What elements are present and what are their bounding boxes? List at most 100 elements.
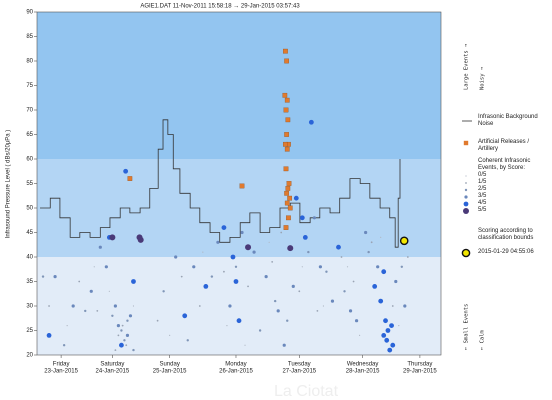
y-tick-label: 25 xyxy=(26,328,33,334)
event-dot xyxy=(210,275,214,278)
legend-marker xyxy=(463,201,469,207)
release-marker xyxy=(285,186,291,191)
side-label: Large Events → xyxy=(464,43,470,90)
event-dot xyxy=(383,318,388,324)
event-dot xyxy=(381,333,387,338)
event-dot xyxy=(162,290,165,293)
event-dot xyxy=(123,168,129,174)
event-dot xyxy=(391,305,394,307)
event-dot xyxy=(318,265,323,269)
x-tick-date: 26-Jan-2015 xyxy=(219,369,253,375)
side-label: ← Calm xyxy=(480,329,486,350)
release-marker xyxy=(287,195,293,201)
event-dot xyxy=(221,225,227,231)
release-marker xyxy=(283,166,289,172)
x-tick-date: 23-Jan-2015 xyxy=(44,369,78,375)
y-tick-label: 55 xyxy=(26,181,33,187)
release-marker xyxy=(283,107,289,113)
legend-marker xyxy=(463,208,469,214)
side-label: Noisy → xyxy=(480,66,486,90)
release-marker xyxy=(285,117,291,123)
event-dot xyxy=(286,319,289,322)
event-dot xyxy=(406,256,409,258)
event-dot xyxy=(125,333,130,337)
event-dot xyxy=(203,284,209,289)
y-tick-label: 35 xyxy=(26,279,33,285)
event-dot xyxy=(169,334,171,336)
event-dot xyxy=(41,275,45,278)
x-tick-label: Sunday xyxy=(159,362,179,368)
event-dot xyxy=(340,256,343,258)
event-dot xyxy=(336,244,341,250)
event-dot xyxy=(125,344,128,347)
release-marker xyxy=(284,132,289,137)
event-dot xyxy=(384,337,390,343)
event-dot xyxy=(325,270,328,273)
x-tick-label: Saturday xyxy=(100,362,124,368)
event-dot xyxy=(89,289,93,293)
event-dot xyxy=(346,266,349,268)
event-dot xyxy=(66,325,68,327)
x-tick-date: 27-Jan-2015 xyxy=(282,369,316,375)
event-dot xyxy=(372,284,378,289)
event-dot xyxy=(385,328,391,333)
event-dot xyxy=(240,230,244,235)
release-marker xyxy=(283,225,289,230)
legend-label: 3/5 xyxy=(478,193,487,199)
legend-label: Artificial Releases / Artillery xyxy=(478,139,530,152)
event-dot xyxy=(233,279,239,284)
event-dot xyxy=(307,250,310,254)
event-dot xyxy=(96,310,99,312)
event-dot xyxy=(367,250,370,254)
legend-label: 5/5 xyxy=(478,207,487,213)
x-tick-date: 24-Jan-2015 xyxy=(96,369,130,375)
event-dot xyxy=(291,284,295,288)
legend-label: 2/5 xyxy=(478,186,487,192)
event-dot xyxy=(348,309,353,313)
release-marker xyxy=(284,190,289,196)
legend-label: 4/5 xyxy=(478,200,487,206)
x-tick-label: Monday xyxy=(225,362,246,368)
event-dot xyxy=(186,339,189,342)
x-tick-date: 28-Jan-2015 xyxy=(346,369,380,375)
event-dot xyxy=(276,309,280,313)
event-dot xyxy=(120,329,123,332)
event-dot xyxy=(298,290,301,293)
event-dot xyxy=(111,314,114,317)
event-dot xyxy=(322,305,325,307)
x-tick-date: 29-Jan-2015 xyxy=(403,369,437,375)
noise-line xyxy=(40,119,401,248)
event-dot xyxy=(316,310,319,312)
x-tick-label: Friday xyxy=(53,362,70,368)
y-tick-label: 80 xyxy=(26,59,33,65)
event-dot xyxy=(182,313,188,319)
event-dot xyxy=(352,280,355,283)
event-dot xyxy=(46,333,52,338)
event-dot xyxy=(400,265,404,268)
event-dot xyxy=(301,266,303,268)
event-dot xyxy=(53,275,57,279)
event-dot xyxy=(358,334,361,336)
event-dot xyxy=(108,290,110,292)
event-dot xyxy=(390,342,396,348)
event-dot xyxy=(252,250,256,254)
event-dot xyxy=(223,270,225,273)
legend-header: Scoring according to classification boun… xyxy=(478,228,534,241)
event-dot xyxy=(114,349,117,351)
event-dot xyxy=(343,290,346,293)
event-dot xyxy=(202,251,204,253)
legend-label: 0/5 xyxy=(478,172,487,178)
event-dot xyxy=(247,285,249,288)
event-dot xyxy=(121,324,124,327)
event-dot xyxy=(192,265,196,269)
event-dot xyxy=(71,304,75,308)
event-dot xyxy=(131,279,136,284)
x-tick-date: 25-Jan-2015 xyxy=(153,369,187,375)
x-tick-label: Wednesday xyxy=(347,362,379,368)
event-dot xyxy=(258,329,262,332)
event-dot xyxy=(330,299,335,303)
event-dot xyxy=(98,245,102,249)
y-tick-label: 20 xyxy=(26,353,33,359)
chart-title: AGIE1.DAT 11-Nov-2011 15:58:18 → 29-Jan-… xyxy=(140,4,300,10)
event-dot xyxy=(394,279,398,284)
